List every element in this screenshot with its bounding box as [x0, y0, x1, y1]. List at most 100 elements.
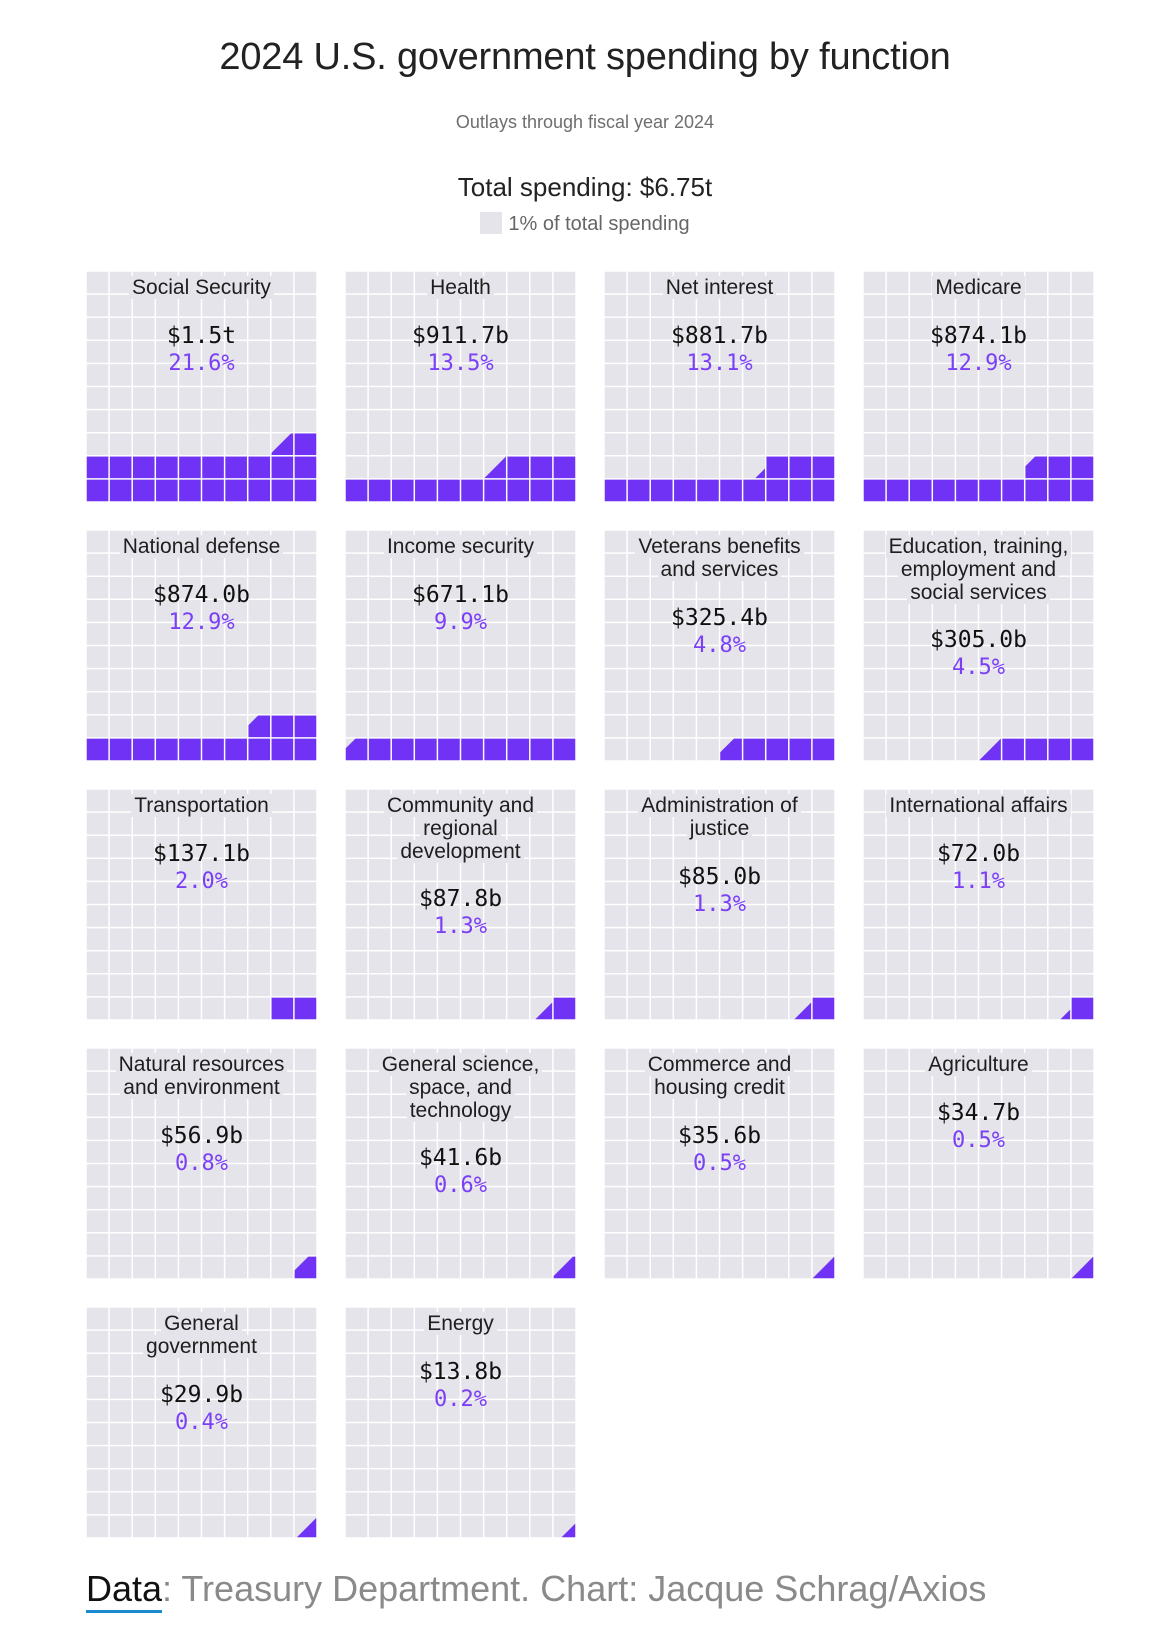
- waffle-cell: [294, 1210, 317, 1233]
- waffle-cell: [627, 410, 650, 432]
- waffle-tile: Community and regional development $87.8b 1.…: [345, 789, 576, 1020]
- waffle-cell: [461, 1515, 483, 1538]
- category-label-line: Commerce and: [644, 1053, 795, 1076]
- waffle-cell: [530, 905, 553, 927]
- waffle-cell-filled: [812, 997, 835, 1020]
- waffle-cell: [1071, 1210, 1094, 1233]
- waffle-cell-filled: [507, 456, 530, 479]
- waffle-cell: [132, 317, 155, 340]
- waffle-cell: [1002, 882, 1024, 904]
- waffle-cell: [368, 974, 391, 997]
- waffle-cell: [368, 646, 391, 668]
- waffle-cell: [86, 928, 109, 950]
- waffle-cell: [294, 1094, 317, 1117]
- waffle-cell: [484, 951, 506, 974]
- category-amount: $911.7b: [412, 323, 509, 349]
- waffle-cell: [553, 1094, 576, 1117]
- waffle-cell: [553, 1233, 576, 1256]
- waffle-cell: [697, 928, 719, 950]
- waffle-cell: [507, 1353, 530, 1376]
- waffle-cell: [530, 623, 553, 645]
- waffle-cell: [979, 882, 1001, 904]
- waffle-tile: Net interest $881.7b 13.1%: [604, 271, 835, 502]
- category-label: Administration of justice: [604, 794, 835, 840]
- waffle-cell: [461, 1400, 483, 1422]
- waffle-cell: [461, 576, 483, 599]
- waffle-cell: [863, 859, 886, 881]
- waffle-cell: [271, 974, 294, 997]
- waffle-cell: [766, 812, 789, 835]
- waffle-cell: [202, 1515, 224, 1538]
- waffle-cell: [530, 576, 553, 599]
- waffle-cell: [484, 928, 506, 950]
- waffle-cell: [86, 646, 109, 668]
- waffle-cell: [132, 1164, 155, 1186]
- waffle-cell: [933, 600, 955, 622]
- data-source-link[interactable]: Data: [86, 1568, 163, 1613]
- waffle-cell: [86, 1377, 109, 1399]
- waffle-cell: [650, 859, 673, 881]
- waffle-cell: [248, 1233, 271, 1256]
- waffle-cell: [553, 1071, 576, 1094]
- waffle-cell: [1025, 364, 1048, 386]
- waffle-cell-filled: [1048, 456, 1071, 479]
- waffle-cell: [415, 1515, 437, 1538]
- waffle-cell: [812, 882, 835, 904]
- waffle-cell: [294, 974, 317, 997]
- waffle-cell: [415, 341, 437, 363]
- waffle-cell: [271, 1423, 294, 1445]
- waffle-cell: [86, 1233, 109, 1256]
- waffle-cell: [766, 1256, 789, 1279]
- waffle-cell: [461, 859, 483, 881]
- waffle-cell: [438, 1377, 460, 1399]
- waffle-cell: [484, 859, 506, 881]
- category-amount: $34.7b: [936, 1100, 1021, 1126]
- waffle-cell-filled: [132, 456, 155, 479]
- waffle-cell: [530, 1353, 553, 1376]
- waffle-cell-filled: [979, 479, 1001, 502]
- waffle-cell: [886, 294, 909, 317]
- waffle-cell: [553, 812, 576, 835]
- waffle-cell: [248, 623, 271, 645]
- waffle-cell: [553, 553, 576, 576]
- legend-swatch: [480, 212, 503, 234]
- category-percent: 12.9%: [945, 351, 1012, 376]
- waffle-cell-filled: [294, 715, 317, 738]
- waffle-cell: [507, 410, 530, 432]
- waffle-cell-filled: [368, 479, 391, 502]
- category-label: Health: [345, 276, 576, 299]
- waffle-cell: [156, 1141, 178, 1163]
- waffle-cell: [956, 859, 978, 881]
- waffle-cell: [1025, 997, 1048, 1020]
- waffle-cell: [202, 1353, 224, 1376]
- category-label-line: space, and: [406, 1076, 515, 1099]
- waffle-cell: [697, 1164, 719, 1186]
- waffle-cell: [720, 859, 742, 881]
- waffle-cell: [438, 882, 460, 904]
- waffle-cell: [156, 1256, 178, 1279]
- waffle-cell: [415, 669, 437, 691]
- waffle-cell: [697, 433, 719, 456]
- waffle-cell: [156, 410, 178, 432]
- waffle-cell: [812, 271, 835, 294]
- category-label: Social Security: [86, 276, 317, 299]
- waffle-cell-filled: [789, 738, 812, 761]
- waffle-cell: [86, 905, 109, 927]
- waffle-cell: [743, 456, 765, 479]
- waffle-cell: [604, 1118, 627, 1140]
- waffle-cell: [156, 1400, 178, 1422]
- waffle-cell: [368, 1515, 391, 1538]
- waffle-cell: [294, 1330, 317, 1353]
- waffle-cell: [1002, 1071, 1024, 1094]
- category-label-line: Veterans benefits: [635, 535, 804, 558]
- waffle-cell: [345, 1307, 368, 1330]
- waffle-cell: [415, 600, 437, 622]
- waffle-cell: [604, 928, 627, 950]
- waffle-cell: [461, 364, 483, 386]
- waffle-cell: [933, 738, 955, 761]
- waffle-cell: [553, 576, 576, 599]
- waffle-cell: [132, 1094, 155, 1117]
- waffle-cell: [650, 974, 673, 997]
- waffle-cell: [933, 1071, 955, 1094]
- waffle-cell: [132, 410, 155, 432]
